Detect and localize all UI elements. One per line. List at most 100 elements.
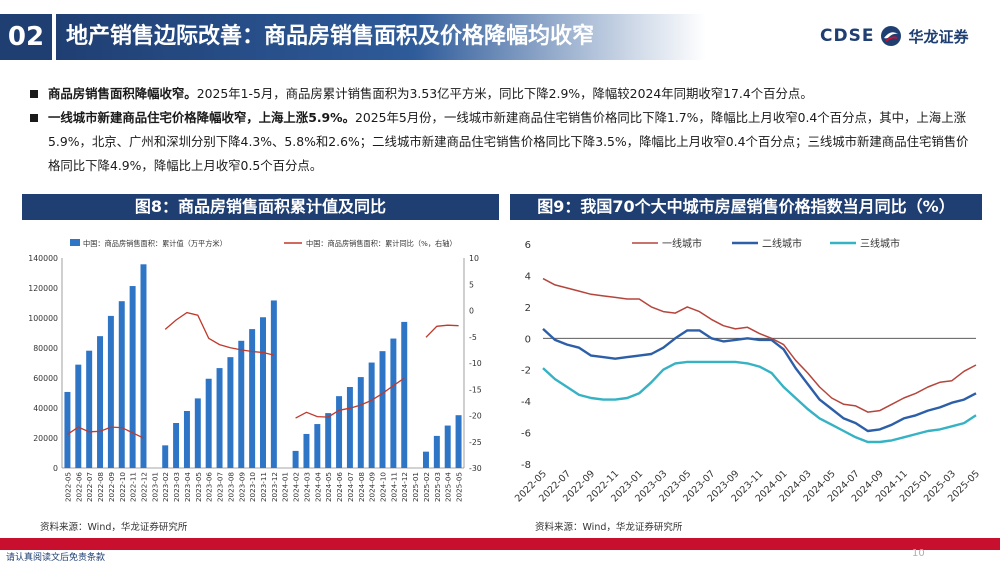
bar [325, 413, 332, 468]
y-tick-label: 2 [525, 303, 531, 314]
bar [216, 368, 223, 468]
x-tick-label: 2023-03 [172, 472, 181, 502]
y-tick-left: 40000 [33, 404, 58, 413]
y-tick-label: 0 [525, 334, 531, 345]
logo-text-cn: 华龙证券 [908, 27, 969, 46]
logo-text-en: CDSE [820, 26, 875, 46]
bar [368, 362, 375, 468]
x-tick-label: 2024-02 [292, 472, 301, 502]
bar [75, 364, 82, 468]
bar [162, 445, 169, 468]
x-tick-label: 2023-01 [150, 472, 159, 502]
y-tick-right: 5 [469, 280, 474, 289]
bar [444, 425, 451, 468]
x-tick-label: 2022-11 [129, 472, 138, 502]
logo: CDSE 华龙证券 [820, 22, 968, 50]
bullet-heading: 商品房销售面积降幅收窄。 [48, 86, 197, 101]
bullet-square-icon [30, 90, 38, 98]
bar [194, 398, 201, 468]
x-tick-label: 2022-10 [118, 472, 127, 502]
x-tick-label: 2025-05 [455, 472, 464, 502]
x-tick-label: 2022-05 [63, 472, 72, 502]
bullet-square-icon [30, 114, 38, 122]
y-tick-right: -25 [469, 438, 482, 447]
bullet-item: 商品房销售面积降幅收窄。2025年1-5月，商品房累计销售面积为3.53亿平方米… [30, 82, 980, 106]
y-tick-label: -6 [521, 429, 531, 440]
page-number: 10 [912, 548, 925, 559]
bar [249, 329, 256, 468]
series-line-1 [542, 277, 977, 413]
y-tick-right: 10 [469, 254, 479, 263]
bar [390, 338, 397, 468]
x-tick-label: 2024-04 [313, 472, 322, 502]
bar [107, 315, 114, 468]
page-title: 地产销售边际改善：商品房销售面积及价格降幅均收窄 [66, 24, 595, 49]
bar [270, 300, 277, 468]
bar [97, 336, 104, 468]
chart-price-index: 一线城市 二线城市 三线城市-8-6-4-202462022-052022-0720… [513, 237, 982, 504]
x-tick-label: 2024-07 [346, 472, 355, 502]
bar [140, 264, 147, 468]
y-tick-left: 140000 [28, 254, 58, 263]
x-tick-label: 2025-04 [444, 472, 453, 502]
bar [64, 391, 71, 468]
x-tick-label: 2024-11 [389, 472, 398, 502]
section-number: 02 [0, 14, 52, 60]
bar [129, 286, 136, 468]
y-tick-left: 60000 [33, 374, 58, 383]
bar [314, 424, 321, 468]
bar [336, 396, 343, 468]
bar [357, 377, 364, 468]
x-tick-label: 2025-02 [422, 472, 431, 502]
bar [183, 411, 190, 468]
bar [227, 357, 234, 468]
series-line-2 [542, 328, 977, 433]
y-tick-left: 120000 [28, 284, 58, 293]
x-tick-label: 2023-02 [161, 472, 170, 502]
x-tick-label: 2024-06 [335, 472, 344, 502]
y-tick-left: 20000 [33, 434, 58, 443]
x-tick-label: 2023-08 [226, 472, 235, 502]
legend-swatch-bars [70, 239, 80, 246]
bar [238, 340, 245, 468]
y-tick-right: -10 [469, 359, 482, 368]
y-tick-label: 6 [525, 240, 531, 251]
x-tick-label: 2023-09 [237, 472, 246, 502]
y-tick-label: -2 [521, 366, 531, 377]
bar [303, 433, 310, 468]
figure-8-source: 资料来源：Wind，华龙证券研究所 [40, 522, 188, 533]
logo-mark-icon [881, 26, 902, 46]
figure-9-title: 图9：我国70个大中城市房屋销售价格指数当月同比（%） [510, 194, 982, 220]
x-tick-label: 2024-09 [368, 472, 377, 502]
legend-label-bars: 中国：商品房销售面积：累计值（万平方米） [83, 239, 227, 248]
x-tick-label: 2023-06 [205, 472, 214, 502]
legend-label: 一线城市 [662, 237, 702, 250]
x-tick-label: 2024-01 [281, 472, 290, 502]
x-tick-label: 2022-09 [107, 472, 116, 502]
x-tick-label: 2025-03 [433, 472, 442, 502]
y-tick-label: 4 [525, 271, 531, 282]
bullet-text: 2025年5月份，一线城市新建商品住宅销售价格同比下降1.7%，降幅比上月收窄0… [48, 110, 969, 173]
y-tick-left: 80000 [33, 344, 58, 353]
x-tick-label: 2024-12 [400, 472, 409, 502]
x-tick-label: 2022-07 [85, 472, 94, 502]
x-tick-label: 2024-08 [357, 472, 366, 502]
bullet-item: 一线城市新建商品住宅价格降幅收窄，上海上涨5.9%。2025年5月份，一线城市新… [30, 106, 980, 178]
x-tick-label: 2023-05 [194, 472, 203, 502]
series-line-yoy [67, 311, 459, 439]
y-tick-right: 0 [469, 307, 474, 316]
x-tick-label: 2023-10 [248, 472, 257, 502]
bar [401, 321, 408, 468]
footer-disclaimer: 请认真阅读文后免责条款 [6, 553, 106, 563]
bar [379, 351, 386, 468]
bar [422, 451, 429, 468]
x-tick-label: 2024-03 [302, 472, 311, 502]
x-tick-label: 2023-12 [270, 472, 279, 502]
bar [433, 435, 440, 468]
figure-8-title: 图8：商品房销售面积累计值及同比 [22, 194, 499, 220]
x-tick-label: 2024-10 [379, 472, 388, 502]
x-tick-label: 2022-12 [139, 472, 148, 502]
bar [86, 350, 93, 468]
x-tick-label: 2022-08 [96, 472, 105, 502]
x-tick-label: 2022-06 [74, 472, 83, 502]
